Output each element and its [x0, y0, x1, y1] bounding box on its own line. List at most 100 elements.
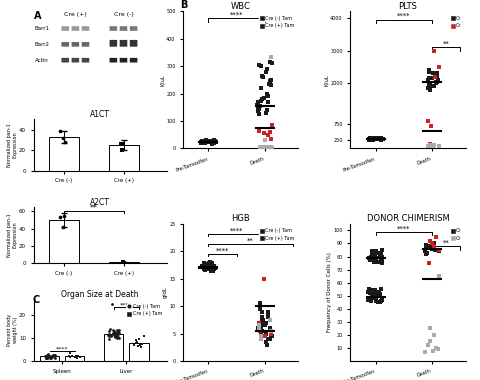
Point: [376, 136, 384, 142]
Point: [263, 90, 271, 97]
Point: [201, 138, 208, 144]
Point: [208, 140, 216, 146]
FancyBboxPatch shape: [109, 58, 117, 63]
Point: [268, 122, 276, 128]
Point: [202, 139, 210, 146]
Point: [425, 75, 433, 81]
Point: [421, 248, 429, 254]
Point: [371, 259, 378, 265]
Point: [60, 212, 68, 218]
Point: [372, 294, 379, 300]
Point: [210, 140, 217, 146]
Y-axis label: Percent body
weight (%): Percent body weight (%): [7, 314, 18, 346]
Point: [46, 354, 54, 360]
Point: [253, 101, 261, 108]
Point: [109, 329, 117, 336]
Point: [42, 354, 49, 360]
Point: [430, 142, 437, 149]
Point: [200, 261, 207, 267]
Point: [207, 268, 215, 274]
Y-axis label: K/uL: K/uL: [324, 74, 329, 86]
Point: [377, 298, 385, 304]
Point: [262, 320, 270, 326]
Text: ****: ****: [230, 12, 243, 18]
Point: [425, 67, 432, 73]
Point: [66, 353, 73, 359]
Point: [376, 252, 384, 258]
Point: [430, 142, 438, 148]
Point: [254, 105, 262, 111]
Point: [203, 138, 211, 144]
Point: [140, 333, 148, 339]
Point: [255, 322, 263, 328]
Point: [212, 139, 219, 145]
Point: [119, 141, 127, 147]
Point: [375, 290, 383, 296]
Point: [426, 325, 434, 331]
Legend: Cre (-) Tam, Cre (+) Tam: Cre (-) Tam, Cre (+) Tam: [258, 226, 296, 243]
Point: [378, 297, 386, 303]
Point: [43, 352, 51, 358]
Point: [435, 64, 443, 70]
Bar: [40, 356, 59, 361]
Point: [43, 355, 50, 361]
Point: [372, 135, 380, 141]
Point: [370, 248, 378, 254]
Point: [425, 69, 433, 75]
Point: [376, 291, 384, 298]
Point: [266, 325, 274, 331]
Point: [264, 144, 272, 150]
Point: [371, 294, 379, 300]
Point: [210, 266, 218, 272]
Point: [430, 241, 437, 247]
Point: [42, 355, 50, 361]
Point: [364, 289, 372, 295]
Point: [204, 261, 211, 268]
Title: WBC: WBC: [231, 2, 251, 11]
Point: [107, 332, 115, 338]
Point: [265, 81, 273, 87]
Point: [210, 263, 217, 269]
Point: [74, 353, 82, 359]
Bar: [48, 137, 79, 171]
Point: [201, 261, 209, 268]
Point: [425, 80, 432, 86]
Point: [56, 128, 64, 134]
Point: [426, 143, 433, 149]
Bar: [130, 343, 149, 361]
Point: [209, 266, 216, 272]
Point: [71, 354, 79, 360]
Point: [266, 317, 274, 323]
Point: [197, 140, 205, 146]
Point: [260, 276, 268, 282]
Point: [41, 353, 49, 359]
Point: [262, 339, 270, 345]
Point: [130, 342, 138, 348]
Point: [267, 77, 275, 83]
Point: [267, 333, 275, 339]
Point: [375, 135, 383, 141]
Title: PLTS: PLTS: [398, 2, 418, 11]
Point: [259, 74, 267, 80]
Text: Barr1: Barr1: [35, 26, 50, 31]
Point: [257, 325, 264, 331]
Point: [424, 342, 432, 348]
Point: [366, 136, 374, 142]
Point: [378, 253, 386, 260]
Point: [258, 328, 266, 334]
Point: [206, 139, 214, 145]
Point: [254, 100, 262, 106]
Point: [45, 353, 53, 359]
Point: [209, 265, 217, 271]
Point: [115, 335, 123, 341]
Point: [426, 87, 433, 93]
Point: [374, 299, 382, 305]
Point: [198, 139, 205, 145]
Title: DONOR CHIMERISM: DONOR CHIMERISM: [367, 214, 449, 223]
Legend: Cr, Cr: Cr, Cr: [449, 14, 463, 30]
FancyBboxPatch shape: [130, 40, 137, 47]
Point: [422, 242, 430, 248]
Point: [376, 259, 384, 265]
Point: [264, 93, 272, 100]
Point: [203, 139, 211, 146]
